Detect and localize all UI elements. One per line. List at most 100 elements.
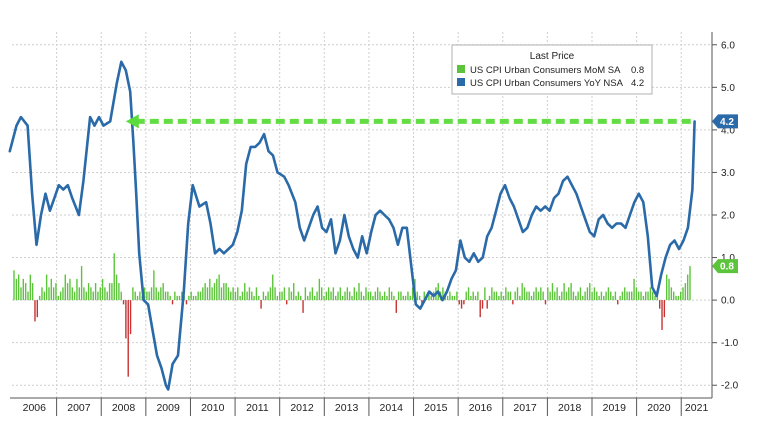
mom-bar [568, 287, 570, 301]
mom-bar [381, 295, 384, 301]
yoy-badge-label: 4.2 [720, 117, 734, 128]
mom-bar [612, 295, 614, 301]
mom-bar [607, 287, 610, 301]
mom-bar [542, 291, 544, 301]
mom-bar [167, 291, 169, 301]
x-tick-label: 2011 [246, 402, 269, 414]
mom-bar [337, 291, 339, 301]
mom-bar [407, 291, 409, 301]
y-tick-label: -1.0 [721, 338, 739, 349]
mom-bar [204, 283, 206, 301]
mom-bar [111, 283, 113, 301]
yoy-line [8, 60, 696, 391]
mom-bar [316, 291, 318, 301]
mom-bar [411, 287, 414, 301]
mom-bar [248, 287, 251, 301]
mom-bar [631, 291, 633, 301]
mom-bar [24, 283, 27, 301]
x-tick-label: 2014 [380, 402, 404, 414]
x-tick-label: 2009 [156, 402, 180, 414]
mom-bar [451, 295, 453, 301]
x-tick-label: 2017 [513, 402, 537, 414]
mom-bar [589, 283, 591, 301]
mom-bar [535, 287, 537, 301]
mom-bar [533, 291, 535, 301]
mom-bar [71, 287, 73, 301]
mom-bar [237, 287, 239, 301]
mom-bar [309, 291, 311, 301]
mom-bar [162, 283, 164, 301]
mom-bar [388, 287, 390, 301]
mom-bar [477, 291, 479, 301]
yoy-badge-shape [712, 114, 738, 129]
yoy-line-path [8, 60, 696, 391]
mom-bar [239, 295, 241, 301]
mom-bar [34, 300, 36, 322]
mom-bar [355, 291, 358, 301]
x-tick-label: 2021 [685, 402, 709, 414]
mom-bar [367, 291, 370, 301]
mom-bar [400, 291, 402, 301]
mom-bar [516, 287, 519, 301]
mom-bar [528, 291, 530, 301]
mom-bar [160, 287, 162, 301]
mom-bar [148, 291, 150, 301]
last-value-badges: 4.2 0.8 [712, 114, 738, 274]
mom-bar [449, 291, 451, 301]
mom-bar [304, 287, 307, 301]
mom-bar [143, 287, 146, 301]
mom-bar [547, 287, 549, 301]
mom-bar [85, 291, 87, 301]
mom-bar [43, 291, 46, 301]
mom-bar [255, 287, 258, 301]
x-ticks: 2006 2007 2008 2009 2010 2011 2012 2013 2014 2015… [23, 398, 709, 416]
mom-bar [262, 291, 265, 301]
mom-bar [519, 295, 521, 301]
mom-bar [286, 300, 288, 305]
mom-bar [663, 300, 666, 318]
mom-bar [106, 291, 108, 301]
mom-bar [66, 283, 69, 301]
mom-bar [146, 291, 148, 301]
mom-bar [92, 291, 94, 301]
mom-bar [456, 291, 458, 301]
legend-swatch-yoy [457, 78, 465, 86]
mom-bar [251, 291, 253, 301]
mom-bar [185, 300, 188, 305]
mom-bar [199, 291, 202, 301]
mom-bar [649, 287, 652, 301]
mom-bar [241, 291, 244, 301]
mom-bar [55, 283, 57, 301]
mom-bar [22, 278, 25, 301]
mom-bar [176, 295, 178, 301]
mom-bar [614, 291, 617, 301]
mom-bar [69, 278, 71, 301]
mom-bar [675, 295, 677, 301]
mom-bar [577, 291, 579, 301]
mom-bar [223, 283, 225, 301]
mom-bar [36, 300, 39, 318]
mom-bar [682, 287, 684, 301]
x-tick-label: 2006 [23, 402, 47, 414]
mom-bar [155, 287, 157, 301]
mom-bar [661, 300, 663, 330]
mom-bar [484, 287, 486, 301]
mom-bar [351, 295, 353, 301]
mom-bar [192, 295, 195, 301]
mom-bar [129, 300, 132, 335]
mom-bar [330, 291, 332, 301]
mom-bar [260, 300, 262, 309]
mom-bar [686, 274, 689, 301]
mom-bar [409, 295, 411, 301]
legend: Last Price US CPI Urban Consumers MoM SA… [451, 44, 653, 95]
mom-bar [52, 287, 55, 301]
y-ticks: 6.0 5.0 4.0 3.0 2.0 1.0 0.0 -1.0 -2.0 [712, 40, 739, 392]
mom-bar [115, 274, 118, 301]
mom-bar [530, 295, 533, 301]
mom-bar [73, 291, 76, 301]
mom-bar [635, 287, 638, 301]
mom-bar [360, 291, 363, 301]
mom-bar [470, 295, 472, 301]
mom-bar [537, 291, 540, 301]
mom-bar [269, 287, 272, 301]
